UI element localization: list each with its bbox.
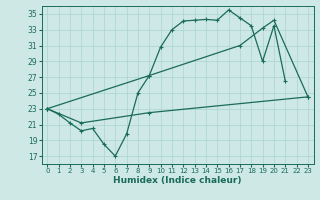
X-axis label: Humidex (Indice chaleur): Humidex (Indice chaleur) — [113, 176, 242, 185]
